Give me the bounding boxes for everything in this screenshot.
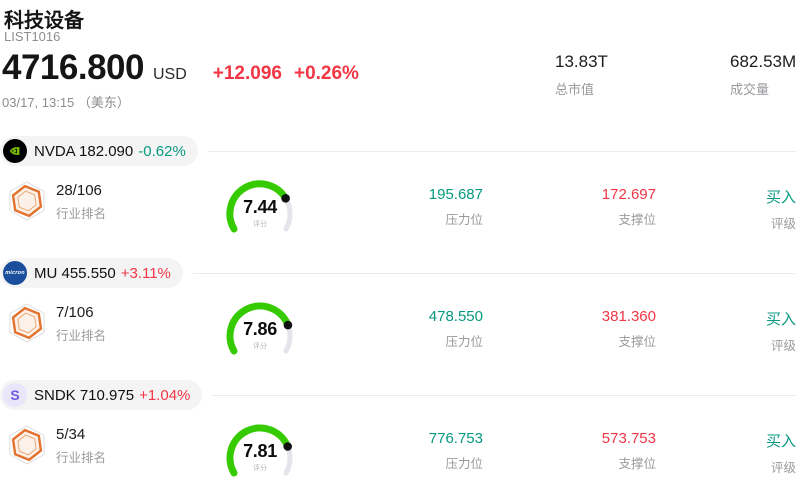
chip-row: micron MU 455.550 +3.11%	[0, 258, 796, 288]
resistance-label: 压力位	[445, 457, 483, 471]
industry-rank-label: 行业排名	[56, 207, 107, 221]
rank-badge-icon	[6, 302, 48, 344]
page-title: 科技设备	[4, 10, 84, 32]
stock-row-sndk: S SNDK 710.975 +1.04% 5/34 行业排名 7.81 评分 …	[0, 380, 800, 488]
chip-change-percent: -0.62%	[138, 142, 186, 160]
chip-row: S SNDK 710.975 +1.04%	[0, 380, 796, 410]
sandisk-logo-icon: S	[3, 383, 27, 407]
score-label: 评分	[253, 465, 267, 472]
resistance-label: 压力位	[445, 213, 483, 227]
price-change: +12.096	[212, 63, 282, 84]
stock-row-nvda: NVDA 182.090 -0.62% 28/106 行业排名 7.44 评分 …	[0, 136, 800, 258]
index-price: 4716.800	[2, 48, 144, 87]
score-gauge-arc	[226, 180, 293, 233]
rating-column: 买入 评级	[646, 186, 796, 232]
support-value: 381.360	[601, 308, 656, 325]
rating-column: 买入 评级	[646, 308, 796, 354]
industry-rank-label: 行业排名	[56, 329, 107, 343]
rating-label: 评级	[770, 339, 796, 353]
market-cap-label: 总市值	[555, 82, 595, 97]
score-gauge-arc	[226, 424, 293, 477]
score-value: 7.44	[243, 197, 277, 217]
micron-logo-icon: micron	[3, 261, 27, 285]
resistance-column: 195.687 压力位	[333, 186, 483, 228]
currency-label: USD	[152, 66, 187, 83]
rating-value: 买入	[765, 189, 796, 206]
support-label: 支撑位	[618, 213, 656, 227]
quote-timestamp: 03/17, 13:15 （美东）	[2, 95, 130, 110]
ticker-and-price: MU 455.550	[34, 264, 116, 282]
volume-label: 成交量	[730, 82, 770, 97]
rating-label: 评级	[770, 461, 796, 475]
volume-value: 682.53M	[730, 52, 797, 71]
stock-chip-mu[interactable]: micron MU 455.550 +3.11%	[0, 258, 183, 288]
price-change-percent: +0.26%	[293, 63, 359, 84]
score-gauge-arc	[226, 302, 293, 355]
industry-rank-value: 7/106	[56, 304, 94, 321]
score-value: 7.81	[243, 441, 277, 461]
support-column: 381.360 支撑位	[506, 308, 656, 350]
divider	[207, 150, 796, 152]
score-gauge: 7.44 评分	[216, 176, 304, 238]
rating-value: 买入	[765, 311, 796, 328]
list-id: LIST1016	[4, 29, 61, 44]
index-price-row: 4716.800 USD +12.096 +0.26%	[2, 48, 359, 88]
resistance-value: 195.687	[428, 186, 483, 203]
industry-rank-value: 5/34	[56, 426, 86, 443]
ticker-and-price: NVDA 182.090	[34, 142, 134, 160]
rating-label: 评级	[770, 217, 796, 231]
rank-badge-icon	[6, 424, 48, 466]
chip-row: NVDA 182.090 -0.62%	[0, 136, 796, 166]
rank-badge-icon	[6, 180, 48, 222]
resistance-value: 776.753	[428, 430, 483, 447]
volume-stat: 682.53M 成交量	[730, 52, 796, 98]
stock-row-mu: micron MU 455.550 +3.11% 7/106 行业排名 7.86…	[0, 258, 800, 380]
resistance-column: 478.550 压力位	[333, 308, 483, 350]
stock-chip-sndk[interactable]: S SNDK 710.975 +1.04%	[0, 380, 203, 410]
sandisk-logo-text: S	[10, 387, 20, 403]
resistance-label: 压力位	[445, 335, 483, 349]
rating-value: 买入	[765, 433, 796, 450]
industry-rank-label: 行业排名	[56, 451, 107, 465]
score-value: 7.86	[243, 319, 277, 339]
support-label: 支撑位	[618, 335, 656, 349]
support-column: 573.753 支撑位	[506, 430, 656, 472]
nvidia-logo-icon	[3, 139, 27, 163]
market-cap-stat: 13.83T 总市值	[555, 52, 608, 98]
score-label: 评分	[253, 343, 267, 350]
market-cap-value: 13.83T	[555, 52, 608, 71]
ticker-and-price: SNDK 710.975	[34, 386, 135, 404]
chip-change-percent: +1.04%	[139, 386, 191, 404]
chip-change-percent: +3.11%	[120, 264, 171, 282]
divider	[192, 272, 796, 274]
score-gauge: 7.86 评分	[216, 298, 304, 360]
resistance-value: 478.550	[428, 308, 483, 325]
support-column: 172.697 支撑位	[506, 186, 656, 228]
rating-column: 买入 评级	[646, 430, 796, 476]
support-label: 支撑位	[618, 457, 656, 471]
industry-rank-value: 28/106	[56, 182, 102, 199]
micron-logo-text: micron	[5, 270, 25, 276]
support-value: 172.697	[601, 186, 656, 203]
divider	[212, 394, 796, 396]
support-value: 573.753	[601, 430, 656, 447]
resistance-column: 776.753 压力位	[333, 430, 483, 472]
stock-chip-nvda[interactable]: NVDA 182.090 -0.62%	[0, 136, 198, 166]
score-label: 评分	[253, 221, 267, 228]
score-gauge: 7.81 评分	[216, 420, 304, 482]
